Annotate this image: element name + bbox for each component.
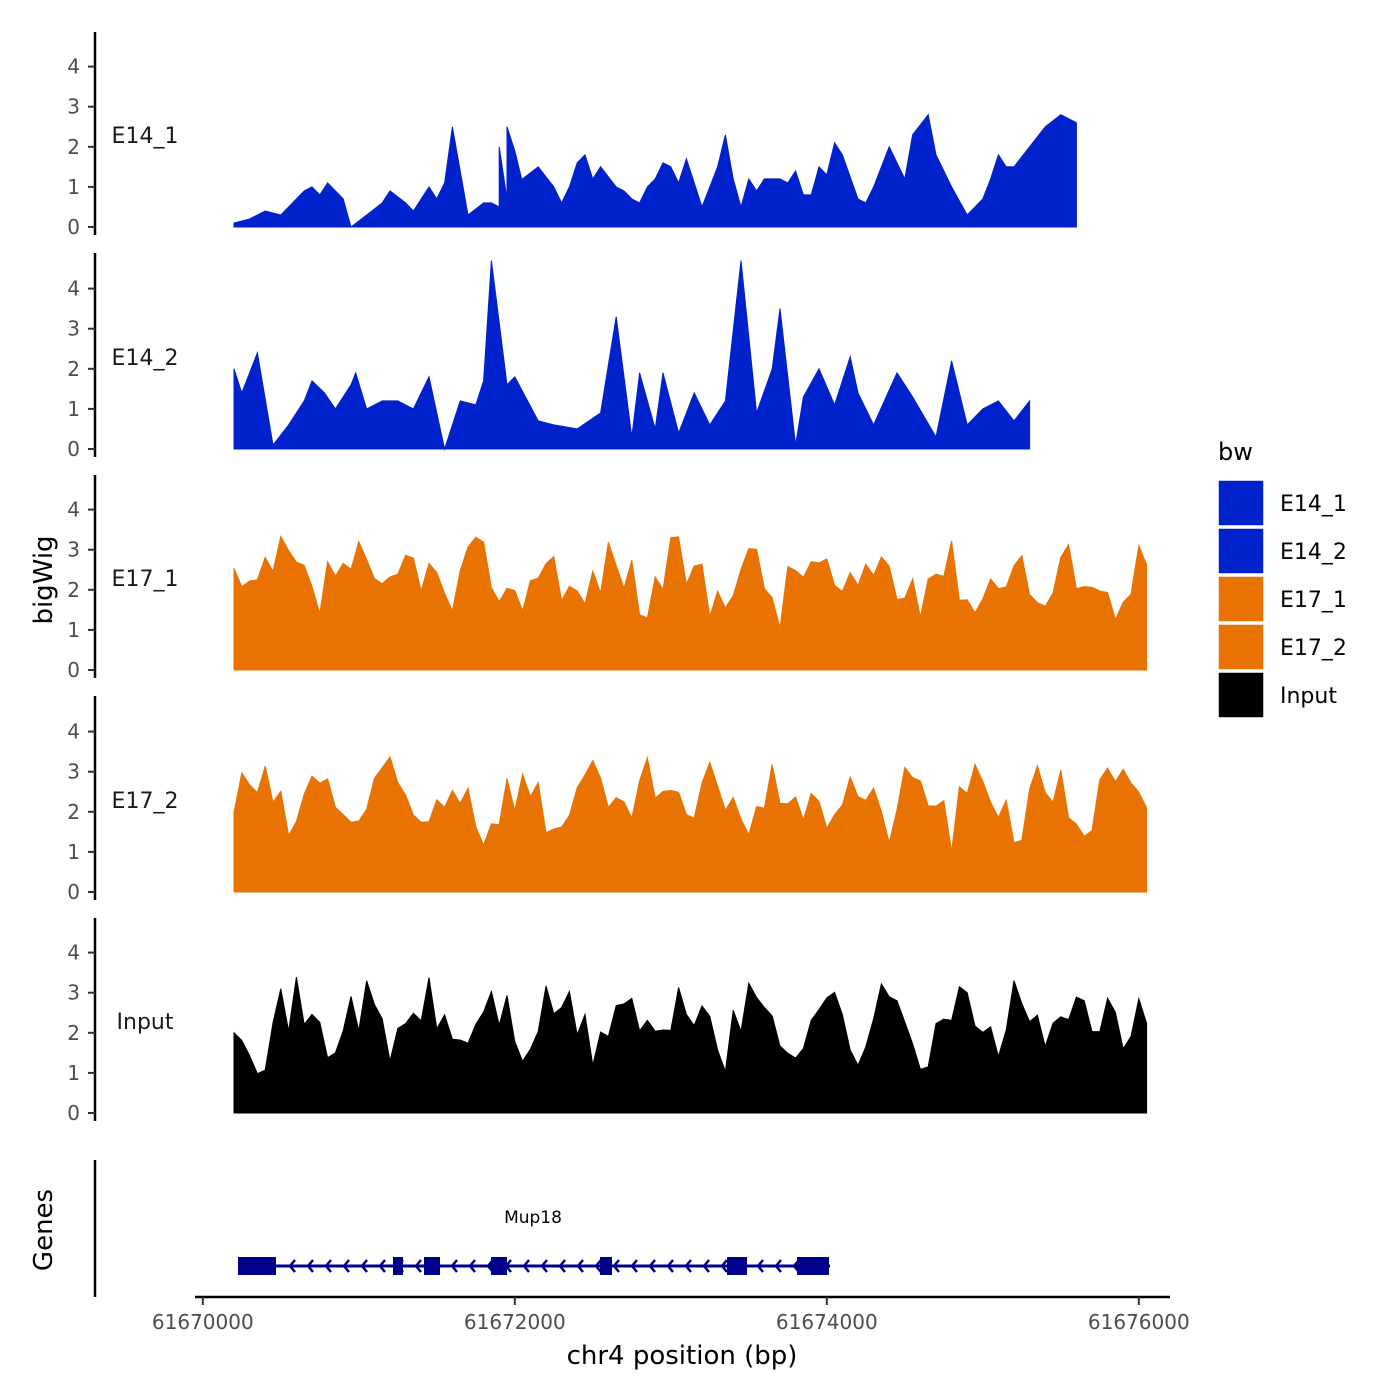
legend-key bbox=[1217, 671, 1265, 719]
series-area-e17-1 bbox=[233, 535, 1148, 671]
y-tick-label: 0 bbox=[67, 880, 80, 904]
track-e17-1: 0 1 2 3 4 E17_1 bbox=[67, 475, 1148, 682]
y-tick-label: 2 bbox=[67, 357, 80, 381]
strand-arrow bbox=[558, 1259, 566, 1273]
strand-arrow bbox=[378, 1259, 386, 1273]
strand-arrow bbox=[720, 1259, 728, 1273]
y-tick-label: 4 bbox=[67, 498, 80, 522]
strand-arrow bbox=[774, 1259, 782, 1273]
legend-key bbox=[1217, 623, 1265, 671]
gene-exon bbox=[797, 1257, 829, 1275]
track-label: E14_1 bbox=[112, 124, 179, 149]
genes-axis-title: Genes bbox=[29, 1189, 59, 1271]
y-tick-label: 4 bbox=[67, 55, 80, 79]
legend-title: bw bbox=[1218, 438, 1253, 466]
y-tick-label: 1 bbox=[67, 175, 80, 199]
y-tick-label: 1 bbox=[67, 618, 80, 642]
y-tick-label: 0 bbox=[67, 437, 80, 461]
strand-arrow bbox=[450, 1259, 458, 1273]
gene-name: Mup18 bbox=[504, 1208, 562, 1228]
strand-arrow bbox=[324, 1259, 332, 1273]
y-tick-label: 3 bbox=[67, 981, 80, 1005]
gene-exon bbox=[491, 1257, 507, 1275]
legend-label: E14_1 bbox=[1280, 492, 1347, 517]
gene-exon bbox=[727, 1257, 747, 1275]
y-axis-title: bigWig bbox=[29, 535, 59, 624]
series-area-input bbox=[233, 977, 1148, 1114]
track-e14-1: 0 1 2 3 4 E14_1 bbox=[67, 32, 1077, 239]
x-axis: 61670000 61672000 61674000 61676000 bbox=[152, 1295, 1190, 1334]
y-tick-label: 3 bbox=[67, 760, 80, 784]
strand-arrow bbox=[342, 1259, 350, 1273]
track-input: 0 1 2 3 4 Input bbox=[67, 918, 1148, 1125]
gene-exon bbox=[424, 1257, 440, 1275]
gene-exon bbox=[600, 1257, 612, 1275]
legend-label: E17_2 bbox=[1280, 636, 1347, 661]
strand-arrow bbox=[414, 1259, 422, 1273]
track-panels: 0 1 2 3 4 E14_1 0 1 2 3 4 E14_2 0 1 2 3 4 E17_1 0 1 2 3 4 E17_2… bbox=[67, 32, 1148, 1125]
strand-arrow bbox=[666, 1259, 674, 1273]
strand-arrow bbox=[702, 1259, 710, 1273]
strand-arrow bbox=[756, 1259, 764, 1273]
y-tick-label: 0 bbox=[67, 215, 80, 239]
y-tick-label: 4 bbox=[67, 941, 80, 965]
y-tick-label: 3 bbox=[67, 538, 80, 562]
series-area-e17-2 bbox=[233, 755, 1148, 893]
strand-arrow bbox=[306, 1259, 314, 1273]
x-tick-label: 61676000 bbox=[1088, 1310, 1190, 1334]
x-tick-label: 61670000 bbox=[152, 1310, 254, 1334]
gene-exon bbox=[238, 1257, 276, 1275]
strand-arrow bbox=[540, 1259, 548, 1273]
y-tick-label: 2 bbox=[67, 135, 80, 159]
y-tick-label: 0 bbox=[67, 658, 80, 682]
strand-arrow bbox=[630, 1259, 638, 1273]
x-axis-title: chr4 position (bp) bbox=[567, 1341, 798, 1371]
legend: bw E14_1 E14_2 E17_1 E17_2 Input bbox=[1217, 438, 1347, 719]
track-label: E17_1 bbox=[112, 567, 179, 592]
y-tick-label: 2 bbox=[67, 578, 80, 602]
strand-arrow bbox=[612, 1259, 620, 1273]
track-label: E14_2 bbox=[112, 346, 179, 371]
track-label: E17_2 bbox=[112, 789, 179, 814]
strand-arrow bbox=[684, 1259, 692, 1273]
y-tick-label: 2 bbox=[67, 800, 80, 824]
track-label: Input bbox=[117, 1010, 174, 1035]
strand-arrow bbox=[594, 1259, 602, 1273]
y-tick-label: 3 bbox=[67, 95, 80, 119]
legend-label: E14_2 bbox=[1280, 540, 1347, 565]
legend-label: E17_1 bbox=[1280, 588, 1347, 613]
legend-key bbox=[1217, 479, 1265, 527]
gene-exon bbox=[393, 1257, 403, 1275]
strand-arrow bbox=[648, 1259, 656, 1273]
x-tick-label: 61674000 bbox=[776, 1310, 878, 1334]
y-tick-label: 1 bbox=[67, 840, 80, 864]
y-tick-label: 4 bbox=[67, 277, 80, 301]
strand-arrow bbox=[360, 1259, 368, 1273]
y-tick-label: 2 bbox=[67, 1021, 80, 1045]
strand-arrow bbox=[576, 1259, 584, 1273]
x-tick-label: 61672000 bbox=[464, 1310, 566, 1334]
legend-key bbox=[1217, 575, 1265, 623]
genes-track: Mup18 bbox=[93, 1160, 830, 1297]
y-tick-label: 4 bbox=[67, 720, 80, 744]
y-tick-label: 1 bbox=[67, 1061, 80, 1085]
track-e14-2: 0 1 2 3 4 E14_2 bbox=[67, 253, 1031, 461]
strand-arrow bbox=[468, 1259, 476, 1273]
y-tick-label: 3 bbox=[67, 317, 80, 341]
legend-key bbox=[1217, 527, 1265, 575]
track-e17-2: 0 1 2 3 4 E17_2 bbox=[67, 696, 1148, 904]
legend-label: Input bbox=[1280, 684, 1337, 709]
strand-arrow bbox=[288, 1259, 296, 1273]
strand-arrow bbox=[522, 1259, 530, 1273]
y-tick-label: 1 bbox=[67, 397, 80, 421]
y-tick-label: 0 bbox=[67, 1101, 80, 1125]
series-area-e14-1 bbox=[233, 113, 1077, 228]
series-area-e14-2 bbox=[233, 260, 1031, 451]
